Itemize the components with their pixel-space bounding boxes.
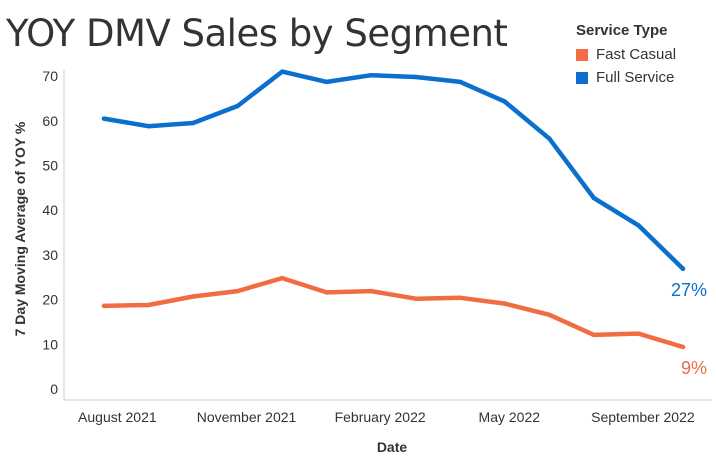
data-point-full-service[interactable] [369,73,374,78]
data-point-full-service[interactable] [324,79,329,85]
legend: Service Type Fast Casual Full Service [576,22,676,89]
data-point-full-service[interactable] [280,69,285,74]
x-axis-title: Date [377,439,408,455]
x-axis-ticks: August 2021 November 2021 February 2022 May… [78,409,695,425]
data-point-full-service[interactable] [190,120,196,126]
y-tick-label: 0 [50,381,58,397]
data-point-fast-casual[interactable] [369,288,374,294]
data-point-full-service[interactable] [458,79,463,85]
y-axis-title: 7 Day Moving Average of YOY % [12,121,28,336]
y-tick-label: 10 [42,336,58,352]
x-tick-label: May 2022 [479,409,541,425]
data-point-full-service[interactable] [101,116,107,121]
end-label-full-service: 27% [671,280,707,300]
x-tick-label: February 2022 [335,409,426,425]
series-lines [101,69,686,350]
y-tick-label: 60 [42,113,58,129]
y-tick-label: 50 [42,158,58,174]
data-point-full-service[interactable] [591,195,597,201]
data-point-fast-casual[interactable] [413,296,418,301]
data-point-fast-casual[interactable] [458,295,463,300]
data-point-fast-casual[interactable] [235,288,240,294]
data-point-fast-casual[interactable] [324,290,329,295]
data-point-fast-casual[interactable] [636,331,641,336]
data-point-fast-casual[interactable] [101,303,107,309]
x-tick-label: November 2021 [197,409,297,425]
y-tick-label: 70 [42,68,58,84]
data-point-fast-casual[interactable] [280,275,285,281]
y-tick-label: 40 [42,202,58,218]
x-tick-label: August 2021 [78,409,157,425]
data-point-full-service[interactable] [502,99,507,104]
data-point-fast-casual[interactable] [680,344,686,350]
data-point-full-service[interactable] [146,124,151,129]
legend-label-fast-casual: Fast Casual [596,46,677,63]
data-point-full-service[interactable] [680,266,686,271]
data-point-fast-casual[interactable] [146,302,151,308]
y-tick-label: 20 [42,292,58,308]
data-point-full-service[interactable] [636,223,641,228]
end-label-fast-casual: 9% [681,358,707,378]
data-point-fast-casual[interactable] [502,301,507,306]
data-point-fast-casual[interactable] [547,312,552,317]
legend-item-fast-casual[interactable]: Fast Casual [576,43,676,66]
legend-swatch-full-service [576,71,588,84]
legend-label-full-service: Full Service [596,69,675,86]
plot-frame [63,70,712,401]
data-point-full-service[interactable] [413,74,418,80]
legend-title: Service Type [576,22,668,39]
data-point-full-service[interactable] [547,136,552,141]
legend-item-full-service[interactable]: Full Service [576,66,676,89]
y-axis-ticks: 0 10 20 30 40 50 60 70 [42,68,58,397]
x-tick-label: September 2022 [591,409,695,425]
chart-title: YOY DMV Sales by Segment [6,12,508,55]
legend-swatch-fast-casual [576,48,588,61]
data-point-fast-casual[interactable] [591,332,597,338]
series-line-full-service[interactable] [101,69,686,272]
y-tick-label: 30 [42,247,58,263]
data-point-full-service[interactable] [235,103,240,109]
series-line-fast-casual[interactable] [101,275,686,350]
data-point-fast-casual[interactable] [190,294,196,299]
end-labels: 27% 9% [671,280,707,378]
